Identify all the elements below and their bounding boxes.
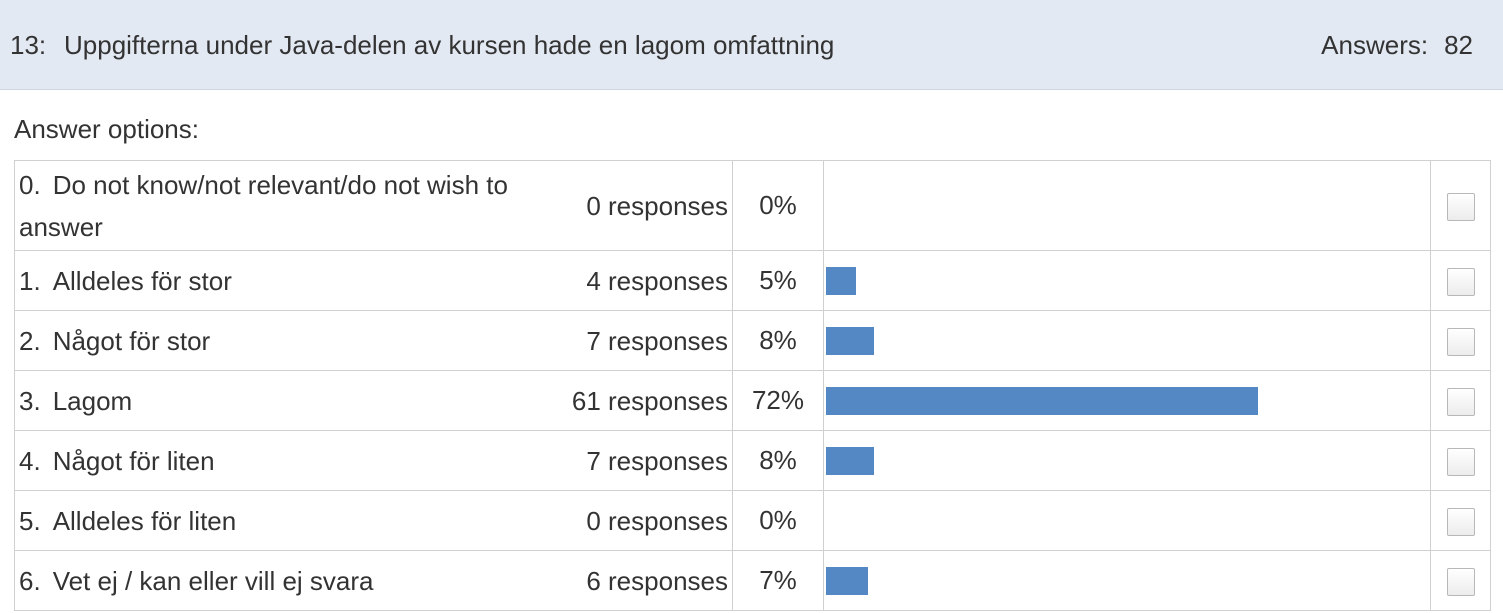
option-label: Något för stor xyxy=(52,325,211,356)
option-label-cell: 2. Något för stor 7 responses xyxy=(14,310,733,371)
option-label: Vet ej / kan eller vill ej svara xyxy=(52,565,374,596)
option-label-cell: 4. Något för liten 7 responses xyxy=(14,430,733,491)
option-bar-cell xyxy=(823,550,1431,611)
option-label-cell: 3. Lagom 61 responses xyxy=(14,370,733,431)
option-checkbox-cell xyxy=(1430,370,1491,431)
option-percent: 0% xyxy=(732,160,824,251)
option-percent: 8% xyxy=(732,430,824,491)
answers-count: 82 xyxy=(1444,30,1473,60)
option-number: 2. xyxy=(19,325,41,356)
option-bar-cell xyxy=(823,430,1431,491)
option-percent: 8% xyxy=(732,310,824,371)
option-checkbox-cell xyxy=(1430,490,1491,551)
answers-label: Answers: xyxy=(1321,30,1429,60)
option-bar xyxy=(826,326,874,355)
option-bar xyxy=(826,566,868,595)
option-responses: 4 responses xyxy=(586,265,728,296)
option-checkbox[interactable] xyxy=(1446,508,1475,537)
question-header: 13: Uppgifterna under Java-delen av kurs… xyxy=(0,0,1503,90)
option-checkbox[interactable] xyxy=(1446,328,1475,357)
option-checkbox[interactable] xyxy=(1446,193,1475,222)
option-checkbox-cell xyxy=(1430,310,1491,371)
option-checkbox-cell xyxy=(1430,430,1491,491)
option-bar-cell xyxy=(823,490,1431,551)
option-bar xyxy=(826,386,1258,415)
option-number: 4. xyxy=(19,445,41,476)
option-checkbox[interactable] xyxy=(1446,388,1475,417)
option-label: Alldeles för stor xyxy=(52,265,232,296)
option-row: 6. Vet ej / kan eller vill ej svara 6 resp… xyxy=(14,550,1491,611)
option-row: 4. Något för liten 7 responses 8% xyxy=(14,430,1491,491)
option-row: 0. Do not know/not relevant/do not wish t… xyxy=(14,160,1491,251)
option-responses: 7 responses xyxy=(586,325,728,356)
answer-options-label: Answer options: xyxy=(14,114,199,144)
option-responses: 0 responses xyxy=(586,190,728,221)
option-number: 6. xyxy=(19,565,41,596)
option-row: 3. Lagom 61 responses 72% xyxy=(14,370,1491,431)
option-row: 2. Något för stor 7 responses 8% xyxy=(14,310,1491,371)
answers-summary: Answers: 82 xyxy=(1321,30,1473,61)
option-label: Något för liten xyxy=(52,445,215,476)
question-number: 13: xyxy=(10,30,47,60)
option-label-cell: 6. Vet ej / kan eller vill ej svara 6 resp… xyxy=(14,550,733,611)
option-percent: 72% xyxy=(732,370,824,431)
question-text: Uppgifterna under Java-delen av kursen h… xyxy=(64,30,835,60)
option-responses: 0 responses xyxy=(586,505,728,536)
option-bar xyxy=(826,446,874,475)
option-label: Do not know/not relevant/do not wish to … xyxy=(19,169,508,242)
option-checkbox-cell xyxy=(1430,250,1491,311)
option-bar-cell xyxy=(823,160,1431,251)
option-percent: 7% xyxy=(732,550,824,611)
option-label-cell: 0. Do not know/not relevant/do not wish t… xyxy=(14,160,733,251)
option-bar xyxy=(826,266,856,295)
option-percent: 0% xyxy=(732,490,824,551)
option-responses: 61 responses xyxy=(571,385,728,416)
option-checkbox[interactable] xyxy=(1446,568,1475,597)
option-responses: 7 responses xyxy=(586,445,728,476)
option-row: 5. Alldeles för liten 0 responses 0% xyxy=(14,490,1491,551)
option-number: 1. xyxy=(19,265,41,296)
option-label-cell: 5. Alldeles för liten 0 responses xyxy=(14,490,733,551)
option-checkbox[interactable] xyxy=(1446,268,1475,297)
option-number: 5. xyxy=(19,505,41,536)
option-label-cell: 1. Alldeles för stor 4 responses xyxy=(14,250,733,311)
option-bar-cell xyxy=(823,310,1431,371)
option-checkbox-cell xyxy=(1430,160,1491,251)
option-checkbox-cell xyxy=(1430,550,1491,611)
option-bar-cell xyxy=(823,250,1431,311)
option-percent: 5% xyxy=(732,250,824,311)
option-responses: 6 responses xyxy=(586,565,728,596)
option-number: 3. xyxy=(19,385,41,416)
option-checkbox[interactable] xyxy=(1446,448,1475,477)
answer-options-table: 0. Do not know/not relevant/do not wish t… xyxy=(14,160,1491,611)
option-label: Lagom xyxy=(52,385,133,416)
option-number: 0. xyxy=(19,169,41,200)
option-label: Alldeles för liten xyxy=(52,505,237,536)
option-bar-cell xyxy=(823,370,1431,431)
option-row: 1. Alldeles för stor 4 responses 5% xyxy=(14,250,1491,311)
